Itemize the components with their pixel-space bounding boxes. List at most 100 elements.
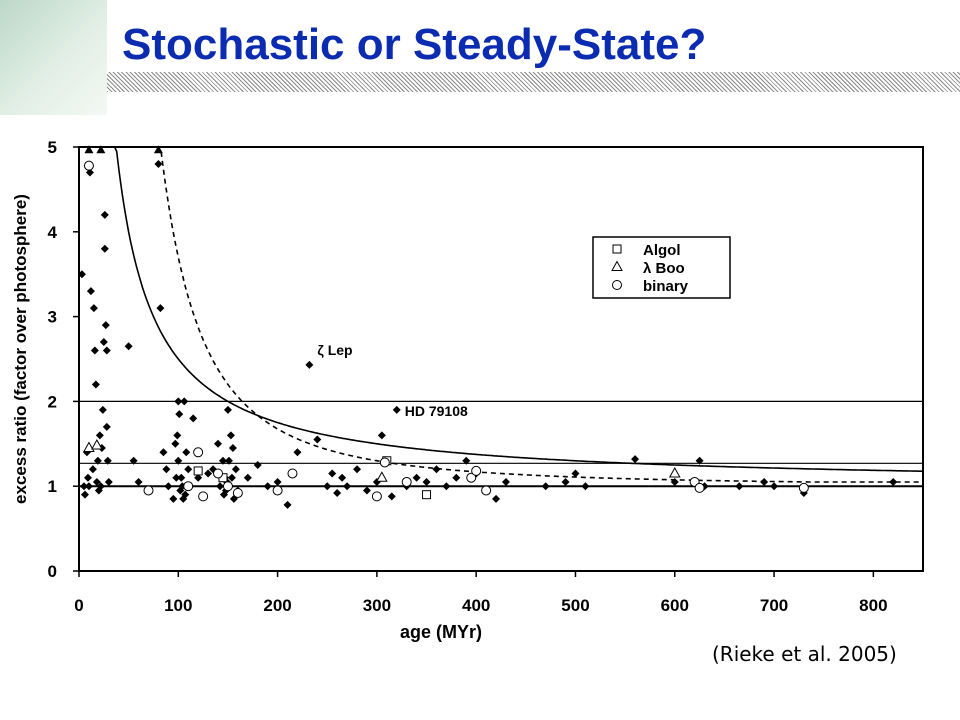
diamond-point bbox=[204, 469, 213, 478]
diamond-point bbox=[670, 477, 679, 486]
diamond-point bbox=[343, 482, 352, 491]
diamond-point bbox=[223, 405, 232, 414]
diamond-point bbox=[96, 482, 105, 491]
diamond-point bbox=[263, 482, 272, 491]
diamond-point bbox=[353, 465, 362, 474]
diamond-point bbox=[227, 473, 236, 482]
binary-point bbox=[694, 482, 705, 493]
diamond-point bbox=[305, 360, 314, 369]
lambda-boo-point bbox=[668, 466, 681, 478]
lambda-boo-point bbox=[375, 471, 388, 482]
diamond-point bbox=[377, 431, 386, 440]
legend-marker-lambda-boo bbox=[611, 260, 623, 271]
binary-point bbox=[371, 491, 382, 502]
legend-label: Algol bbox=[643, 242, 681, 259]
diamond-point bbox=[159, 448, 168, 457]
binary-point bbox=[466, 472, 477, 483]
diamond-point bbox=[338, 473, 347, 482]
diamond-point bbox=[541, 482, 550, 491]
diamond-point bbox=[171, 439, 180, 448]
diamond-point bbox=[243, 473, 252, 482]
diamond-point bbox=[174, 456, 183, 465]
annotation-hd-79108: HD 79108 bbox=[405, 403, 468, 419]
diamond-point bbox=[98, 405, 107, 414]
diamond-point bbox=[422, 477, 431, 486]
x-tick-label: 700 bbox=[760, 596, 788, 615]
diamond-point bbox=[184, 465, 193, 474]
x-tick-label: 600 bbox=[661, 596, 689, 615]
model-curve-dashed bbox=[137, 146, 922, 483]
binary-point bbox=[213, 468, 224, 479]
diamond-point bbox=[333, 488, 342, 497]
x-tick-label: 500 bbox=[561, 596, 589, 615]
diamond-point bbox=[226, 431, 235, 440]
diamond-point bbox=[760, 477, 769, 486]
diamond-point bbox=[392, 405, 401, 414]
diamond-point bbox=[362, 486, 371, 495]
diamond-point bbox=[313, 435, 322, 444]
diamond-point bbox=[224, 456, 233, 465]
diamond-point bbox=[124, 342, 133, 351]
diamond-point bbox=[129, 456, 138, 465]
diamond-point bbox=[175, 410, 184, 419]
diamond-point bbox=[561, 477, 570, 486]
diamond-point bbox=[79, 482, 88, 491]
diamond-point bbox=[442, 482, 451, 491]
legend-marker-algol bbox=[612, 244, 622, 254]
diamond-point bbox=[86, 287, 95, 296]
diamond-point bbox=[154, 159, 163, 168]
binary-point bbox=[481, 485, 492, 496]
diamond-point bbox=[83, 473, 92, 482]
binary-point bbox=[471, 465, 482, 476]
diamond-point bbox=[215, 482, 224, 491]
diamond-point bbox=[134, 477, 143, 486]
diamond-point bbox=[174, 397, 183, 406]
diamond-point bbox=[770, 482, 779, 491]
diamond-point bbox=[501, 477, 510, 486]
diamond-point bbox=[84, 482, 93, 491]
diamond-point bbox=[162, 465, 171, 474]
diamond-point bbox=[169, 494, 178, 503]
diamond-point bbox=[172, 473, 181, 482]
x-tick-label: 400 bbox=[462, 596, 490, 615]
diamond-point bbox=[93, 456, 102, 465]
y-axis-label: excess ratio (factor over photosphere) bbox=[11, 194, 30, 504]
diamond-point bbox=[293, 448, 302, 457]
diamond-point bbox=[91, 380, 100, 389]
diamond-point bbox=[571, 469, 580, 478]
annotation-zeta-lep: ζ Lep bbox=[317, 342, 352, 358]
diamond-point bbox=[103, 456, 112, 465]
y-tick-label: 2 bbox=[48, 392, 57, 411]
diamond-point bbox=[735, 482, 744, 491]
binary-point bbox=[183, 481, 194, 492]
diamond-point bbox=[194, 473, 203, 482]
diamond-point bbox=[102, 346, 111, 355]
diamond-point bbox=[177, 473, 186, 482]
y-tick-label: 3 bbox=[48, 308, 57, 327]
diamond-point bbox=[581, 482, 590, 491]
diamond-point bbox=[80, 490, 89, 499]
diamond-point bbox=[182, 448, 191, 457]
diamond-point bbox=[323, 482, 332, 491]
diamond-point bbox=[492, 494, 501, 503]
diamond-point bbox=[189, 414, 198, 423]
binary-point bbox=[83, 160, 94, 171]
diamond-point bbox=[90, 346, 99, 355]
excess-ratio-chart: 0 100 200 300 400 500 600 700 800 0 1 2 3 4 5 age (MYr)… bbox=[11, 138, 924, 642]
slide-title: Stochastic or Steady-State? bbox=[122, 20, 717, 70]
binary-point bbox=[379, 457, 390, 468]
binary-point bbox=[401, 476, 412, 487]
legend-label: λ Boo bbox=[643, 260, 685, 277]
diamond-point bbox=[889, 477, 898, 486]
diamond-point bbox=[102, 422, 111, 431]
y-tick-label: 1 bbox=[48, 477, 57, 496]
diamond-point bbox=[99, 338, 108, 347]
y-tick-label: 5 bbox=[48, 138, 57, 157]
diamond-point bbox=[695, 456, 704, 465]
diamond-point bbox=[100, 210, 109, 219]
diamond-point bbox=[181, 490, 190, 499]
diamond-point bbox=[101, 321, 110, 330]
diamond-point bbox=[432, 465, 441, 474]
diamond-point bbox=[180, 397, 189, 406]
y-tick-label: 4 bbox=[48, 223, 58, 242]
